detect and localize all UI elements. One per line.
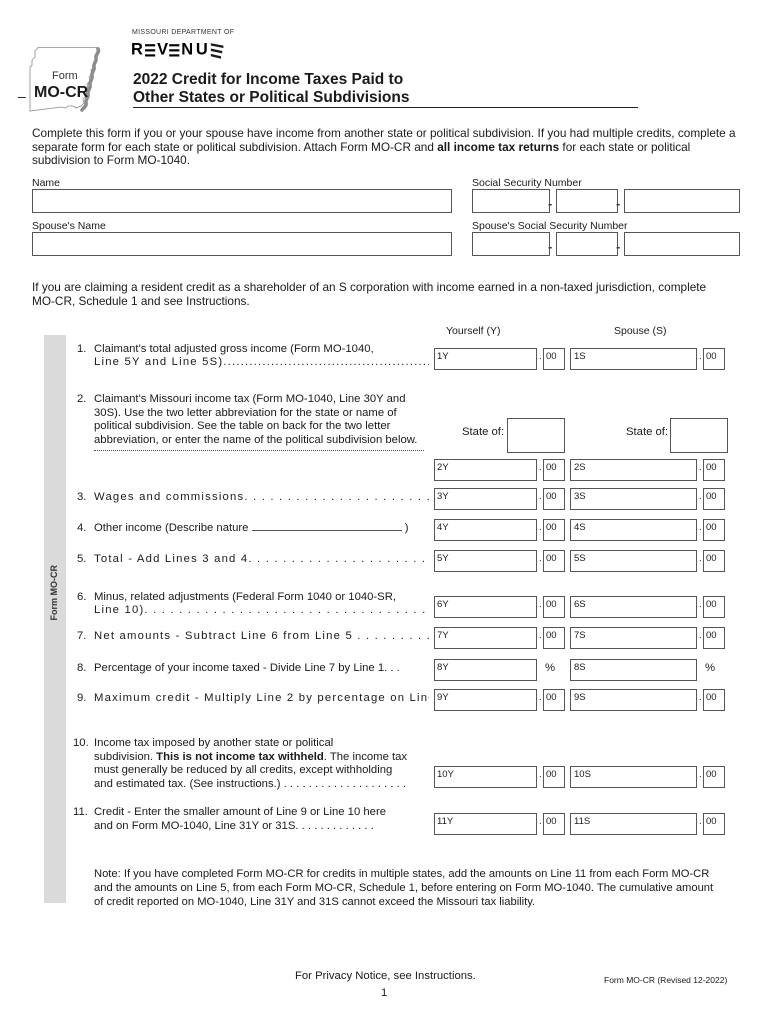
svg-text:Form: Form bbox=[52, 70, 78, 82]
svg-text:V: V bbox=[157, 40, 168, 58]
svg-text:U: U bbox=[196, 40, 207, 58]
svg-text:R: R bbox=[131, 40, 143, 58]
svg-text:MO-CR: MO-CR bbox=[34, 84, 89, 101]
svg-text:N: N bbox=[181, 40, 192, 58]
